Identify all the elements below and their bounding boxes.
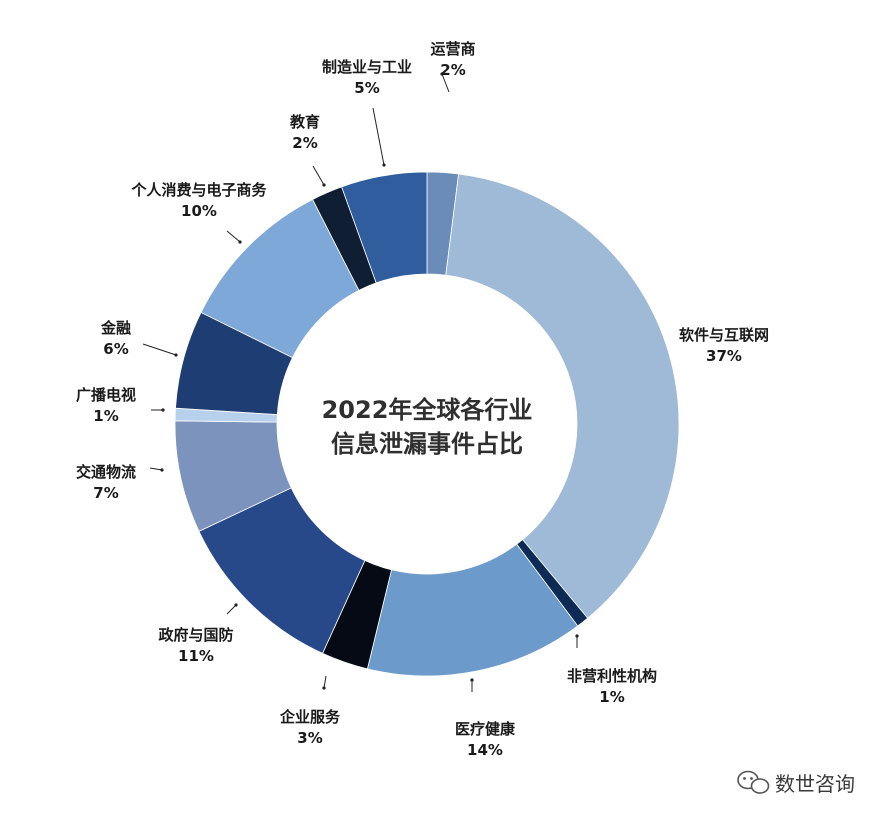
slice-pct-6: 11%: [178, 647, 214, 665]
slice-label-10: 个人消费与电子商务: [130, 181, 267, 199]
leader-line-12: [372, 107, 385, 166]
leader-dot-12: [382, 163, 386, 167]
slice-pct-2: 37%: [706, 347, 742, 365]
leader-line-6: [226, 604, 237, 615]
slice-label-3: 非营利性机构: [567, 667, 657, 685]
slice-label-4: 医疗健康: [455, 720, 516, 738]
leader-dot-4: [470, 678, 474, 682]
leader-line-1: [441, 73, 450, 93]
leader-line-11: [312, 165, 325, 186]
leader-line-10: [226, 230, 241, 243]
slice-label-11: 教育: [289, 113, 320, 131]
slice-pct-3: 1%: [599, 688, 624, 706]
slice-label-2: 软件与互联网: [679, 326, 769, 344]
leader-dot-6: [234, 603, 238, 607]
watermark: 数世咨询: [737, 770, 855, 796]
leader-line-9: [142, 343, 177, 356]
slice-pct-1: 2%: [440, 61, 465, 79]
leader-dot-1: [440, 72, 444, 76]
slice-label-5: 企业服务: [279, 708, 341, 726]
leader-dot-3: [575, 634, 579, 638]
slice-pct-4: 14%: [467, 741, 503, 759]
center-title-line-2: 信息泄漏事件占比: [331, 430, 523, 458]
slice-label-12: 制造业与工业: [322, 58, 412, 76]
leader-line-7: [149, 467, 163, 471]
leader-dot-8: [161, 408, 165, 412]
slice-12: [341, 171, 428, 284]
slice-pct-9: 6%: [103, 340, 128, 358]
slice-label-6: 政府与国防: [158, 626, 233, 644]
slice-pct-5: 3%: [297, 729, 322, 747]
slice-pct-12: 5%: [354, 79, 379, 97]
leader-lines-group: [142, 72, 579, 692]
leader-dot-9: [174, 353, 178, 357]
slice-2: [445, 173, 680, 619]
leader-dot-7: [160, 468, 164, 472]
slice-label-9: 金融: [100, 319, 131, 337]
slice-pct-8: 1%: [93, 407, 118, 425]
leader-dot-11: [322, 183, 326, 187]
slice-label-8: 广播电视: [76, 386, 136, 404]
slice-label-7: 交通物流: [76, 463, 136, 481]
center-title-line-1: 2022年全球各行业: [322, 396, 533, 424]
wechat-icon: [737, 770, 770, 794]
slices-group: [174, 171, 680, 677]
watermark-text: 数世咨询: [775, 772, 855, 796]
slice-pct-10: 10%: [181, 202, 217, 220]
leader-line-5: [323, 675, 327, 689]
slice-pct-11: 2%: [292, 134, 317, 152]
labels-group: 运营商 2% 软件与互联网 37% 非营利性机构 1% 医疗健康 14% 企业服务 3% 政府与国防…: [76, 40, 769, 759]
leader-dot-10: [238, 240, 242, 244]
slice-pct-7: 7%: [93, 484, 118, 502]
slice-label-1: 运营商: [430, 40, 475, 58]
leader-dot-5: [322, 686, 326, 690]
